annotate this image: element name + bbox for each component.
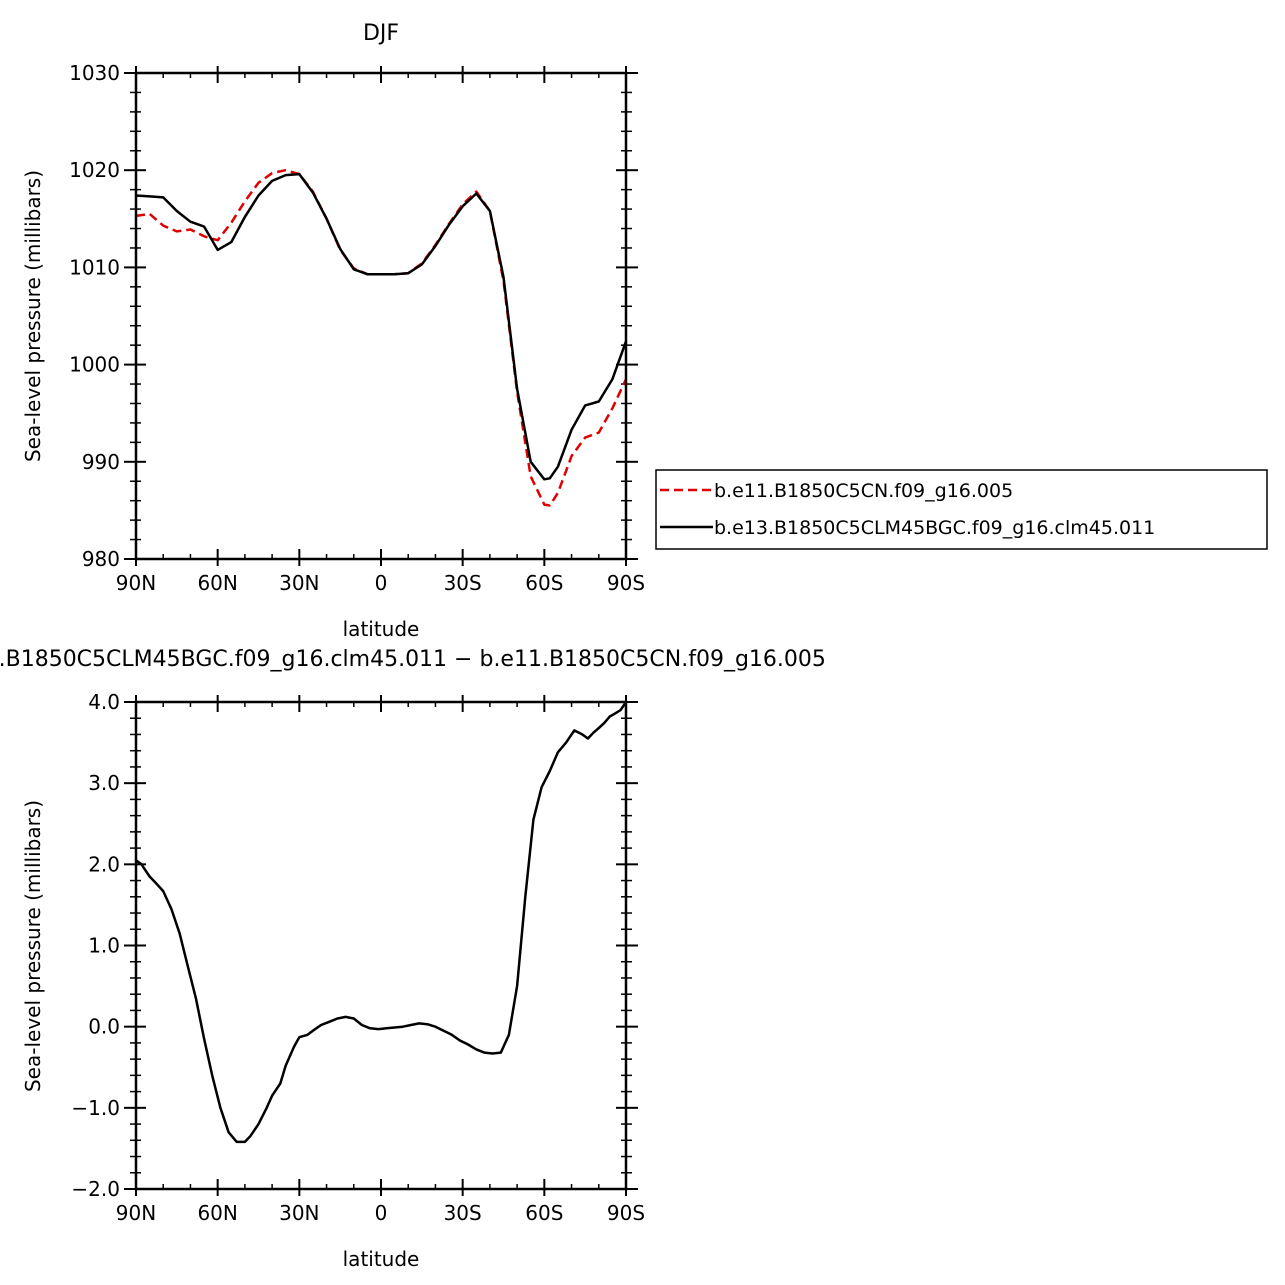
legend-label-series-2: b.e13.B1850C5CLM45BGC.f09_g16.clm45.011: [714, 517, 1155, 539]
x-tick-label: 0: [375, 1201, 388, 1225]
y-tick-label: 980: [82, 547, 120, 571]
series-line-1: [135, 701, 628, 1144]
axis-ticks: 90N 60N 30N 0 30S 60S 90S −2.0 −1.0 0.0 1.0 2.0 3.0 4…: [71, 690, 645, 1225]
series-line-2: [135, 172, 628, 481]
series-layer: [135, 168, 628, 507]
x-tick-label: 90S: [607, 571, 645, 595]
panel-difference: b.e13.B1850C5CLM45BGC.f09_g16.clm45.011 …: [0, 647, 826, 1271]
y-tick-label: 1030: [69, 61, 120, 85]
chart-title: DJF: [363, 21, 399, 46]
y-tick-label: 4.0: [88, 690, 120, 714]
x-tick-label: 30N: [279, 571, 319, 595]
x-axis-label: latitude: [343, 617, 420, 641]
legend-label-series-1: b.e11.B1850C5CN.f09_g16.005: [714, 480, 1013, 502]
x-axis-label: latitude: [343, 1247, 420, 1271]
chart-title: b.e13.B1850C5CLM45BGC.f09_g16.clm45.011 …: [0, 647, 826, 672]
panel-djf: DJF Sea-level pressure (millibars) latit…: [21, 21, 645, 641]
plot-frame: [134, 700, 628, 1191]
x-tick-label: 90S: [607, 1201, 645, 1225]
y-tick-label: 3.0: [88, 771, 120, 795]
x-tick-label: 30S: [444, 1201, 482, 1225]
y-tick-label: 1010: [69, 255, 120, 279]
y-tick-label: 990: [82, 450, 120, 474]
axis-ticks: 90N 60N 30N 0 30S 60S 90S 980 990 1000 1010 1020 103…: [69, 61, 645, 595]
x-tick-label: 60N: [197, 1201, 237, 1225]
legend-box: [655, 469, 1268, 550]
x-tick-label: 90N: [116, 1201, 156, 1225]
y-tick-label: 2.0: [88, 852, 120, 876]
y-tick-label: 1000: [69, 353, 120, 377]
x-tick-label: 0: [375, 571, 388, 595]
y-tick-label: 1020: [69, 158, 120, 182]
y-tick-label: 1.0: [88, 934, 120, 958]
x-tick-label: 30N: [279, 1201, 319, 1225]
series-line-1: [135, 168, 628, 507]
x-tick-label: 30S: [444, 571, 482, 595]
x-tick-label: 60S: [525, 571, 563, 595]
legend: b.e11.B1850C5CN.f09_g16.005 b.e13.B1850C…: [655, 469, 1268, 550]
y-axis-label: Sea-level pressure (millibars): [21, 800, 45, 1092]
plot-frame: [134, 71, 628, 561]
series-layer: [135, 701, 628, 1144]
y-axis-label: Sea-level pressure (millibars): [21, 170, 45, 462]
y-tick-label: −2.0: [71, 1177, 120, 1201]
y-tick-label: −1.0: [71, 1096, 120, 1120]
y-tick-label: 0.0: [88, 1015, 120, 1039]
x-tick-label: 60S: [525, 1201, 563, 1225]
x-tick-label: 60N: [197, 571, 237, 595]
x-tick-label: 90N: [116, 571, 156, 595]
